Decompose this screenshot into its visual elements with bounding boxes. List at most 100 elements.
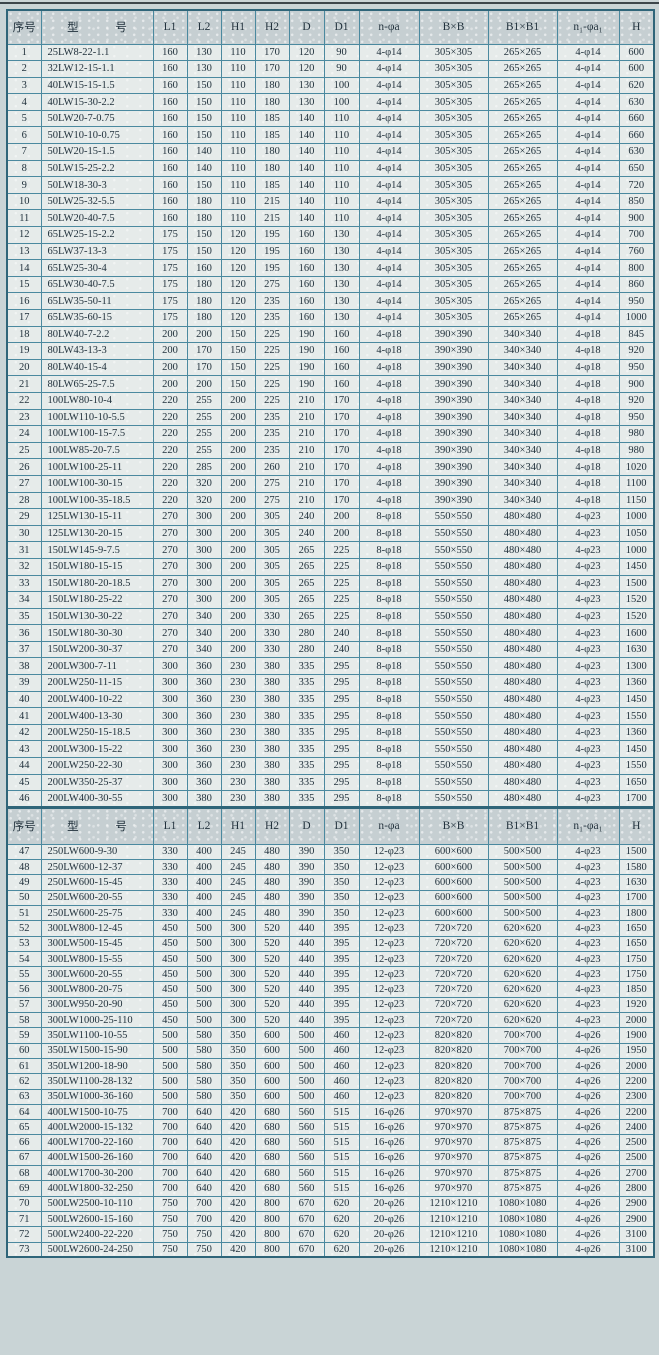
cell: 420 — [220, 1195, 256, 1212]
cell: 12-φ23 — [358, 981, 420, 998]
cell: 845 — [618, 325, 655, 344]
cell: 270 — [152, 591, 188, 609]
cell: 8-φ18 — [358, 723, 420, 742]
cell: 500 — [186, 1012, 222, 1029]
cell: 300 — [186, 541, 222, 559]
cell: 270 — [152, 624, 188, 642]
cell: 200 — [152, 358, 188, 377]
table-row: 45 200LW350-25-37 300 360 230 380 335 295 8-φ18 5… — [6, 773, 655, 792]
cell: 120 — [220, 275, 256, 294]
cell: 4-φ14 — [556, 192, 620, 211]
table-row: 36 150LW180-30-30 270 340 200 330 280 240 8-φ18 5… — [6, 624, 655, 642]
cell: 560 — [288, 1149, 325, 1167]
table-row: 64 400LW1500-10-75 700 640 420 680 560 515 16-φ2… — [6, 1103, 655, 1121]
cell: 460 — [323, 1057, 360, 1075]
cell: 295 — [323, 757, 360, 775]
cell: 200 — [220, 474, 256, 493]
table-row: 46 200LW400-30-55 300 380 230 380 335 295 8-φ18 5… — [6, 790, 655, 808]
cell: 295 — [323, 690, 360, 709]
cell: 335 — [288, 740, 325, 759]
cell: 150 — [186, 126, 222, 145]
table-row: 73 500LW2600-24-250 750 750 420 800 670 620 20-φ… — [6, 1241, 655, 1258]
column-header: H1 — [220, 805, 256, 845]
cell-index: 71 — [6, 1210, 42, 1228]
cell-model: 350LW1100-28-132 — [40, 1073, 154, 1090]
cell: 390 — [288, 904, 325, 922]
cell: 1450 — [618, 557, 655, 576]
cell: 875×875 — [487, 1165, 558, 1182]
cell: 305 — [254, 574, 290, 593]
cell: 400 — [186, 904, 222, 922]
cell: 220 — [152, 474, 188, 493]
cell: 700×700 — [487, 1027, 558, 1044]
cell-index: 65 — [6, 1119, 42, 1136]
cell: 875×875 — [487, 1180, 558, 1197]
cell-model: 50LW20-15-1.5 — [40, 143, 154, 161]
cell: 600 — [254, 1073, 290, 1090]
cell: 160 — [152, 143, 188, 161]
cell-model: 100LW110-10-5.5 — [40, 408, 154, 427]
cell-index: 30 — [6, 524, 42, 543]
cell: 200 — [220, 624, 256, 642]
cell: 225 — [323, 607, 360, 626]
cell: 580 — [186, 1042, 222, 1059]
cell: 270 — [152, 640, 188, 659]
cell: 160 — [288, 226, 325, 244]
cell: 300 — [152, 790, 188, 808]
cell: 330 — [152, 859, 188, 876]
cell: 170 — [254, 43, 290, 62]
cell: 2200 — [618, 1073, 655, 1090]
cell: 300 — [220, 920, 256, 937]
cell: 305×305 — [418, 126, 489, 145]
cell: 4-φ14 — [556, 309, 620, 327]
cell: 360 — [186, 757, 222, 775]
cell: 12-φ23 — [358, 935, 420, 952]
cell: 160 — [152, 176, 188, 194]
cell: 450 — [152, 996, 188, 1014]
cell: 670 — [288, 1210, 325, 1228]
cell: 390×390 — [418, 408, 489, 427]
cell: 360 — [186, 674, 222, 692]
cell-model: 350LW1200-18-90 — [40, 1057, 154, 1075]
table-row: 6 50LW10-10-0.75 160 150 110 185 140 110 4-φ14 30… — [6, 126, 655, 145]
cell: 150 — [186, 109, 222, 128]
cell-index: 52 — [6, 920, 42, 937]
cell: 305×305 — [418, 176, 489, 194]
cell-model: 250LW600-9-30 — [40, 843, 154, 861]
cell: 4-φ23 — [556, 904, 620, 922]
cell: 110 — [220, 143, 256, 161]
cell: 4-φ14 — [556, 126, 620, 145]
cell: 160 — [288, 242, 325, 261]
cell: 390×390 — [418, 425, 489, 443]
cell: 130 — [186, 43, 222, 62]
cell: 4-φ23 — [556, 674, 620, 692]
cell: 720×720 — [418, 966, 489, 983]
cell: 360 — [186, 707, 222, 725]
cell: 210 — [288, 491, 325, 510]
cell: 180 — [254, 76, 290, 95]
cell: 420 — [220, 1180, 256, 1197]
cell-model: 400LW1800-32-250 — [40, 1180, 154, 1197]
cell: 20-φ26 — [358, 1195, 420, 1212]
cell-index: 44 — [6, 757, 42, 775]
cell: 620 — [618, 76, 655, 95]
cell: 395 — [323, 996, 360, 1014]
cell: 305×305 — [418, 226, 489, 244]
column-header: L2 — [186, 9, 222, 45]
column-header: D1 — [323, 805, 360, 845]
cell-model: 100LW80-10-4 — [40, 391, 154, 410]
cell: 200 — [152, 325, 188, 344]
cell: 330 — [152, 904, 188, 922]
cell: 110 — [220, 60, 256, 78]
cell: 175 — [152, 292, 188, 310]
cell: 295 — [323, 790, 360, 808]
cell: 220 — [152, 391, 188, 410]
cell: 1900 — [618, 1027, 655, 1044]
cell: 560 — [288, 1180, 325, 1197]
table-row: 56 300LW800-20-75 450 500 300 520 440 395 12-φ23… — [6, 981, 655, 998]
cell: 200 — [220, 441, 256, 460]
cell: 500 — [288, 1042, 325, 1059]
cell: 2300 — [618, 1088, 655, 1105]
cell: 480 — [254, 843, 290, 861]
cell: 225 — [254, 325, 290, 344]
